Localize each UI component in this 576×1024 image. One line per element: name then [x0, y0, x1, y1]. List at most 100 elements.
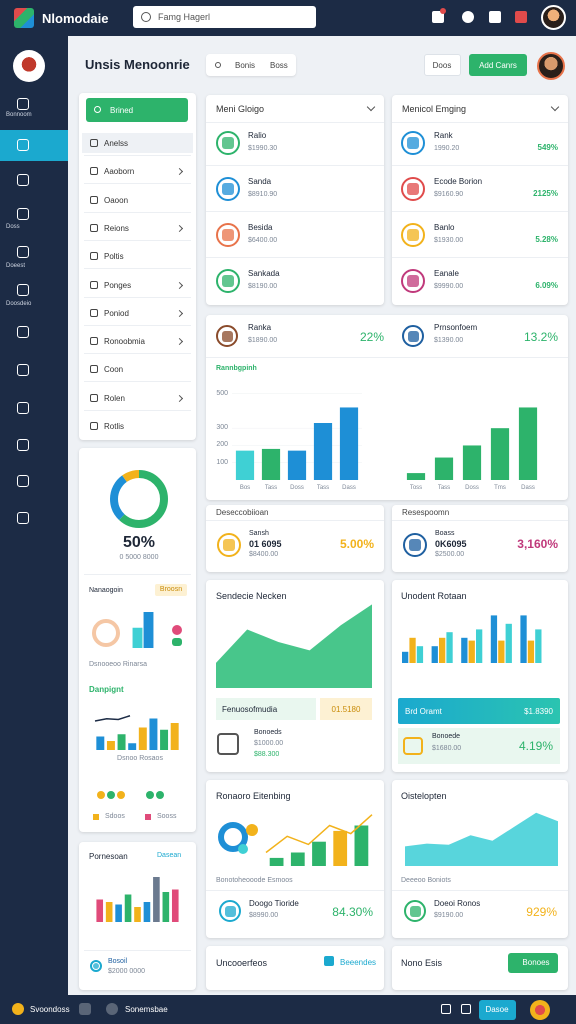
sidebar-icon[interactable] — [17, 246, 29, 258]
sidebar-icon[interactable] — [17, 208, 29, 220]
card-title: Uncooerfeos — [216, 958, 268, 968]
band-value: $1.8390 — [524, 707, 553, 716]
icon-core — [221, 330, 233, 342]
card-title: Deseccobiioan — [216, 508, 269, 517]
sidebar-icon[interactable] — [17, 98, 29, 110]
legend-label: Sooss — [157, 813, 177, 820]
button[interactable] — [469, 54, 527, 76]
action-icon — [324, 956, 334, 966]
bar — [124, 894, 132, 922]
item-sub: $9190.00 — [434, 912, 464, 919]
tab[interactable]: Bonis — [235, 61, 256, 70]
dot — [117, 791, 125, 799]
ring — [92, 619, 120, 647]
logo-icon — [14, 8, 34, 28]
nav-item[interactable]: Coon — [104, 365, 124, 375]
icon — [217, 533, 241, 557]
nav-item[interactable]: Poniod — [104, 308, 129, 318]
button[interactable] — [479, 1000, 516, 1020]
dot — [146, 791, 154, 799]
top-icon[interactable] — [489, 11, 501, 23]
icon-core — [409, 905, 421, 917]
item-sub: $88.300 — [254, 751, 280, 758]
card-title: Oistelopten — [401, 791, 447, 801]
grouped-bar-chart — [402, 615, 542, 663]
item-value: $1990.30 — [248, 145, 278, 152]
icon-core — [223, 539, 235, 551]
search-box[interactable] — [133, 6, 316, 28]
nav-item[interactable]: Oaoon — [104, 195, 129, 205]
footer-icon[interactable] — [79, 1003, 91, 1015]
divider — [392, 122, 568, 123]
tab-group — [206, 54, 296, 76]
sidebar-icon[interactable] — [17, 139, 29, 151]
bar — [143, 902, 151, 922]
nav-item[interactable]: Rolen — [104, 393, 125, 403]
footer-icon[interactable] — [441, 1004, 451, 1014]
donut — [110, 470, 168, 528]
item-value: 5.28% — [535, 235, 558, 244]
button[interactable] — [424, 54, 461, 76]
x-tick-label: Tass — [316, 485, 330, 491]
sidebar-icon[interactable] — [17, 402, 29, 414]
nav-item[interactable]: Poltis — [104, 252, 124, 262]
card-title: Unodent Rotaan — [401, 591, 467, 601]
bar — [96, 899, 104, 922]
bar-chart — [132, 612, 154, 648]
nav-item[interactable]: Aaoborn — [104, 167, 135, 177]
sidebar-icon[interactable] — [17, 174, 29, 186]
x-tick-label: Toss — [409, 485, 423, 491]
sidebar-label: Doosdeio — [6, 301, 32, 307]
x-tick-label: Doss — [290, 485, 304, 491]
summary-value: 50% — [122, 534, 156, 551]
bar — [117, 734, 126, 750]
badge — [155, 584, 187, 596]
action[interactable]: Beeendes — [340, 958, 377, 967]
bar — [153, 877, 160, 922]
bar — [138, 727, 147, 750]
avatar[interactable] — [530, 1000, 550, 1020]
sidebar-icon[interactable] — [17, 364, 29, 376]
label: Fenuosofmudia — [222, 705, 278, 714]
bar — [333, 830, 348, 866]
item-sub: $1390.00 — [434, 337, 464, 344]
nav-item[interactable]: Ponges — [104, 280, 132, 290]
sidebar-icon[interactable] — [17, 284, 29, 296]
sidebar-icon[interactable] — [17, 512, 29, 524]
top-icon[interactable] — [462, 11, 474, 23]
sidebar-icon[interactable] — [17, 439, 29, 451]
divider — [84, 353, 191, 355]
top-icon[interactable] — [432, 11, 444, 23]
bar — [490, 615, 498, 663]
nav-button[interactable] — [86, 98, 188, 122]
footer-icon[interactable] — [461, 1004, 471, 1014]
card-title: Nono Esis — [401, 958, 443, 968]
nav-item[interactable]: Reions — [104, 223, 129, 233]
card-title: Menicol Emging — [402, 104, 467, 114]
top-icon[interactable] — [515, 11, 527, 23]
nav-item[interactable]: Rotlis — [104, 422, 125, 431]
caption: Bonotoheooode Esmoos — [216, 877, 293, 884]
line-chart — [94, 715, 131, 722]
sidebar-icon[interactable] — [17, 326, 29, 338]
icon-core — [222, 229, 234, 241]
area-chart — [405, 812, 558, 866]
avatar[interactable] — [541, 5, 566, 30]
nav-icon — [90, 252, 98, 261]
bar — [476, 629, 483, 663]
footer-icon[interactable] — [106, 1003, 118, 1015]
bar — [490, 428, 510, 480]
button[interactable] — [508, 953, 558, 973]
item-sub: $9160.90 — [434, 191, 464, 198]
nav-item[interactable]: Anelss — [104, 139, 129, 148]
sidebar-icon[interactable] — [17, 475, 29, 487]
item-name: Bonoeds — [254, 729, 282, 736]
band-label: Brd Oramt — [405, 707, 442, 716]
sidebar-label: Doss — [6, 224, 20, 230]
donut-slice — [110, 470, 168, 528]
nav-item[interactable]: Ronoobmia — [104, 337, 145, 347]
tab[interactable]: Boss — [270, 61, 288, 70]
item-name: Sansh — [249, 530, 269, 537]
legend-swatch — [93, 814, 99, 820]
y-tick-label: 300 — [216, 424, 228, 432]
